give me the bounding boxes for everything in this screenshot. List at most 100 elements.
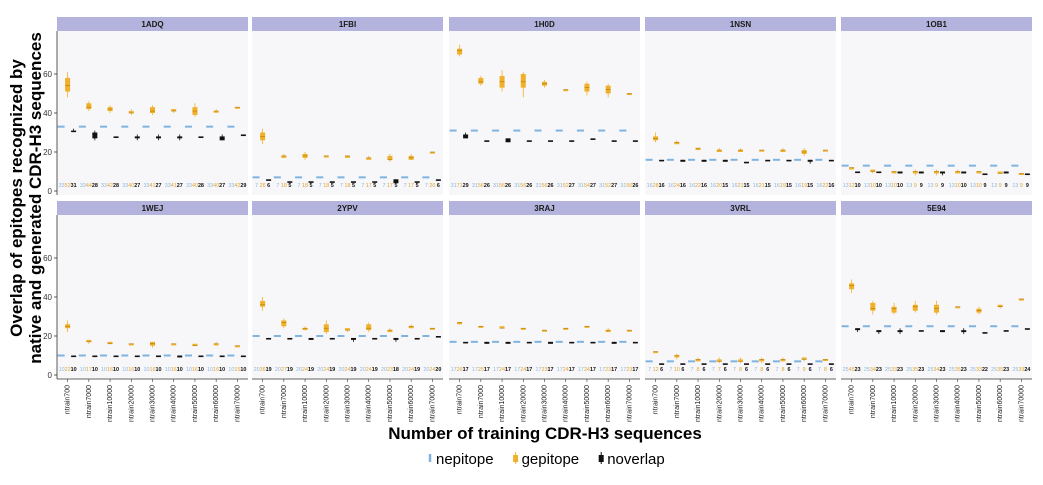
gepitope-count-label: 16 xyxy=(150,367,156,373)
nepitope-count-label: 7 xyxy=(754,367,757,373)
nepitope-count-label: 20 xyxy=(381,367,387,373)
gepitope-box xyxy=(387,330,393,333)
noverlap-count-label: 16 xyxy=(680,183,686,189)
gepitope-count-label: 9 xyxy=(1020,183,1023,189)
nepitope-count-label: 31 xyxy=(620,183,626,189)
noverlap-count-label: 6 xyxy=(681,367,684,373)
noverlap-box xyxy=(982,332,988,334)
gepitope-count-label: 10 xyxy=(891,183,897,189)
gepitope-count-label: 42 xyxy=(107,183,113,189)
noverlap-box xyxy=(961,330,967,333)
x-axis-title: Number of training CDR-H3 sequences xyxy=(388,424,702,443)
nepitope-count-label: 7 xyxy=(712,367,715,373)
noverlap-count-label: 27 xyxy=(177,183,183,189)
nepitope-count-label: 16 xyxy=(710,183,716,189)
noverlap-box xyxy=(414,337,420,340)
nepitope-count-label: 7 xyxy=(648,367,651,373)
noverlap-count-label: 26 xyxy=(632,183,638,189)
gepitope-count-label: 54 xyxy=(584,183,590,189)
noverlap-box xyxy=(435,336,441,338)
strip-label: 1FBI xyxy=(339,20,356,29)
gepitope-count-label: 41 xyxy=(150,183,156,189)
nepitope-count-label: 20 xyxy=(402,367,408,373)
noverlap-count-label: 19 xyxy=(372,367,378,373)
nepitope-count-label: 25 xyxy=(843,367,849,373)
gepitope-box xyxy=(626,93,632,96)
noverlap-box xyxy=(505,341,511,344)
nepitope-count-label: 13 xyxy=(970,183,976,189)
noverlap-box xyxy=(435,179,441,181)
gepitope-count-label: 16 xyxy=(128,367,134,373)
nepitope-count-label: 7 xyxy=(340,183,343,189)
nepitope-count-label: 33 xyxy=(186,183,192,189)
nepitope-count-label: 17 xyxy=(451,367,457,373)
gepitope-count-label: 10 xyxy=(976,183,982,189)
noverlap-box xyxy=(92,355,98,358)
gepitope-count-label: 24 xyxy=(584,367,590,373)
noverlap-box xyxy=(632,140,638,142)
x-tick-label: ntrain40000 xyxy=(563,385,570,422)
x-tick-label: ntrain700 xyxy=(260,385,267,414)
gepitope-count-label: 12 xyxy=(653,367,659,373)
noverlap-box xyxy=(1003,330,1009,332)
noverlap-count-label: 23 xyxy=(961,367,967,373)
gepitope-box xyxy=(759,150,765,152)
noverlap-count-label: 15 xyxy=(722,183,728,189)
gepitope-count-label: 18 xyxy=(302,183,308,189)
gepitope-count-label: 24 xyxy=(429,367,435,373)
noverlap-box xyxy=(240,355,246,358)
nepitope-count-label: 33 xyxy=(144,183,150,189)
x-tick-label: ntrain700 xyxy=(653,385,660,414)
x-tick-label: ntrain7000 xyxy=(478,385,485,418)
nepitope-count-label: 10 xyxy=(186,367,192,373)
gepitope-box xyxy=(150,107,155,113)
noverlap-box xyxy=(632,341,638,344)
nepitope-count-label: 7 xyxy=(818,367,821,373)
noverlap-count-label: 28 xyxy=(198,183,204,189)
gepitope-box xyxy=(171,109,177,112)
noverlap-count-label: 27 xyxy=(156,183,162,189)
strip-label: 3VRL xyxy=(730,204,751,213)
noverlap-count-label: 9 xyxy=(983,183,986,189)
nepitope-count-label: 33 xyxy=(101,183,107,189)
noverlap-box xyxy=(156,136,161,139)
nepitope-count-label: 7 xyxy=(319,183,322,189)
panel-background xyxy=(252,31,443,195)
nepitope-count-label: 7 xyxy=(775,367,778,373)
gepitope-box xyxy=(738,359,743,362)
nepitope-count-label: 33 xyxy=(228,183,234,189)
nepitope-count-label: 20 xyxy=(423,367,429,373)
gepitope-count-label: 24 xyxy=(408,367,414,373)
strip-label: 2YPV xyxy=(337,204,358,213)
gepitope-box xyxy=(408,326,414,329)
strip-1ob1 xyxy=(841,17,1032,31)
gepitope-box xyxy=(542,330,547,332)
strip-label: 1WEJ xyxy=(142,204,164,213)
gepitope-count-label: 18 xyxy=(281,183,287,189)
noverlap-box xyxy=(219,355,225,358)
noverlap-count-label: 10 xyxy=(855,183,861,189)
gepitope-box xyxy=(563,328,569,330)
y-tick-label: 40 xyxy=(43,109,52,118)
x-tick-label: ntrain7000 xyxy=(674,385,681,418)
gepitope-box xyxy=(912,304,918,311)
legend-label-nepitope: nepitope xyxy=(436,451,494,468)
x-tick-label: ntrain10000 xyxy=(891,385,898,422)
x-tick-label: ntrain700 xyxy=(457,385,464,414)
x-tick-label: ntrain20000 xyxy=(716,385,723,422)
noverlap-count-label: 10 xyxy=(897,183,903,189)
gepitope-count-label: 28 xyxy=(653,183,659,189)
legend-key-gepitope xyxy=(513,455,519,462)
nepitope-count-label: 25 xyxy=(991,367,997,373)
gepitope-count-label: 10 xyxy=(955,183,961,189)
nepitope-count-label: 13 xyxy=(906,183,912,189)
noverlap-count-label: 16 xyxy=(828,183,834,189)
noverlap-box xyxy=(240,134,246,137)
gepitope-count-label: 25 xyxy=(478,367,484,373)
noverlap-box xyxy=(548,341,553,344)
noverlap-box xyxy=(611,341,617,344)
noverlap-box xyxy=(484,140,490,142)
noverlap-count-label: 15 xyxy=(807,183,813,189)
